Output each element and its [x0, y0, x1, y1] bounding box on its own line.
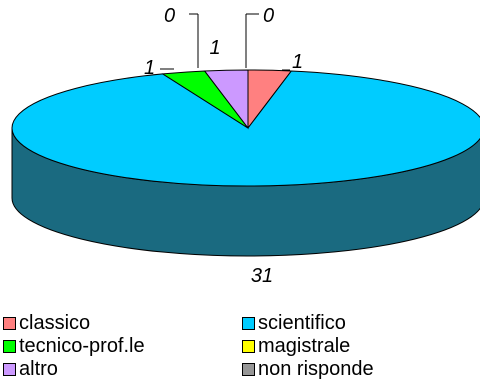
legend-item-non-risponde: non risponde	[242, 358, 374, 380]
chart-legend: classico scientifico tecnico-prof.le mag…	[0, 310, 480, 383]
pie-slice-altro	[203, 69, 249, 130]
pie-data-labels: 1 31 1 0 1 0	[144, 5, 303, 287]
legend-label-magistrale: magistrale	[258, 335, 351, 357]
legend-label-altro: altro	[19, 358, 58, 380]
legend-swatch-magistrale	[242, 339, 255, 353]
pie-chart: 1 31 1 0 1 0	[11, 5, 480, 287]
pie-slice-scientifico	[11, 70, 480, 187]
legend-item-magistrale: magistrale	[242, 335, 350, 357]
data-label-magistrale: 0	[263, 5, 274, 27]
legend-swatch-non-risponde	[242, 362, 255, 376]
legend-item-scientifico: scientifico	[242, 312, 346, 334]
data-label-non-risponde: 0	[164, 5, 175, 27]
legend-label-scientifico: scientifico	[258, 312, 346, 334]
legend-label-tecnico-prof: tecnico-prof.le	[19, 335, 145, 357]
legend-item-tecnico-prof: tecnico-prof.le	[3, 335, 145, 357]
data-label-scientifico: 31	[251, 265, 273, 287]
legend-item-classico: classico	[3, 312, 90, 334]
data-label-classico: 1	[292, 51, 303, 73]
legend-swatch-tecnico-prof	[3, 339, 16, 353]
data-label-tecnico-prof: 1	[144, 57, 155, 79]
legend-label-non-risponde: non risponde	[258, 358, 374, 380]
legend-swatch-classico	[3, 316, 16, 330]
data-label-altro: 1	[209, 37, 220, 59]
pie-top-faces	[11, 69, 480, 187]
legend-item-altro: altro	[3, 358, 58, 380]
legend-swatch-altro	[3, 362, 16, 376]
legend-label-classico: classico	[19, 312, 91, 334]
legend-swatch-scientifico	[242, 316, 255, 330]
